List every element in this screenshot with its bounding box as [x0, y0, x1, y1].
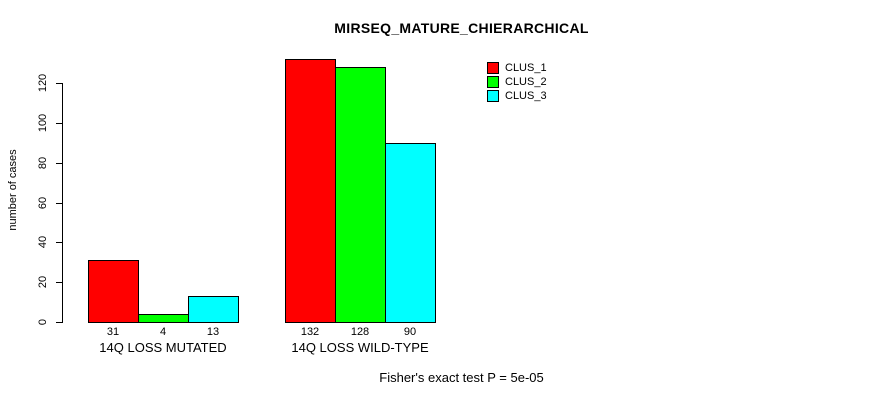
bar-clus_3-group-0: [188, 296, 239, 323]
y-tick-label: 40: [37, 235, 49, 249]
legend-swatch-clus-1-icon: [487, 62, 499, 74]
annotation-text: Fisher's exact test P = 5e-05: [379, 370, 544, 385]
y-axis-title: number of cases: [7, 149, 19, 231]
y-tick-label: 100: [37, 113, 49, 133]
x-category-label: 14Q LOSS WILD-TYPE: [291, 340, 429, 355]
y-axis-tick: [56, 163, 62, 164]
legend-item: CLUS_1: [487, 61, 547, 75]
bar-value-label: 128: [350, 326, 370, 338]
y-axis-tick: [56, 123, 62, 124]
bar-clus_2-group-1: [335, 67, 386, 323]
legend-swatch-clus-3-icon: [487, 90, 499, 102]
y-axis-line: [62, 83, 63, 323]
y-tick-label: 0: [37, 318, 49, 326]
bar-value-label: 90: [403, 326, 417, 338]
y-tick-label: 80: [37, 156, 49, 170]
y-axis-tick: [56, 83, 62, 84]
legend: CLUS_1 CLUS_2 CLUS_3: [487, 61, 547, 103]
bar-value-label: 132: [300, 326, 320, 338]
x-category-label: 14Q LOSS MUTATED: [99, 340, 227, 355]
y-axis-tick: [56, 203, 62, 204]
legend-item: CLUS_3: [487, 89, 547, 103]
bar-clus_2-group-0: [138, 314, 189, 323]
legend-item: CLUS_2: [487, 75, 547, 89]
legend-label: CLUS_3: [505, 90, 547, 102]
legend-label: CLUS_1: [505, 62, 547, 74]
bar-clus_3-group-1: [385, 143, 436, 323]
y-tick-label: 60: [37, 196, 49, 210]
legend-label: CLUS_2: [505, 76, 547, 88]
bar-clus_1-group-1: [285, 59, 336, 323]
bar-clus_1-group-0: [88, 260, 139, 323]
chart-title: MIRSEQ_MATURE_CHIERARCHICAL: [334, 20, 589, 36]
y-tick-label: 20: [37, 275, 49, 289]
bar-value-label: 4: [159, 326, 167, 338]
bar-value-label: 13: [206, 326, 220, 338]
y-tick-label: 120: [37, 73, 49, 93]
y-axis-tick: [56, 282, 62, 283]
y-axis-tick: [56, 322, 62, 323]
y-axis-tick: [56, 242, 62, 243]
legend-swatch-clus-2-icon: [487, 76, 499, 88]
bar-value-label: 31: [106, 326, 120, 338]
